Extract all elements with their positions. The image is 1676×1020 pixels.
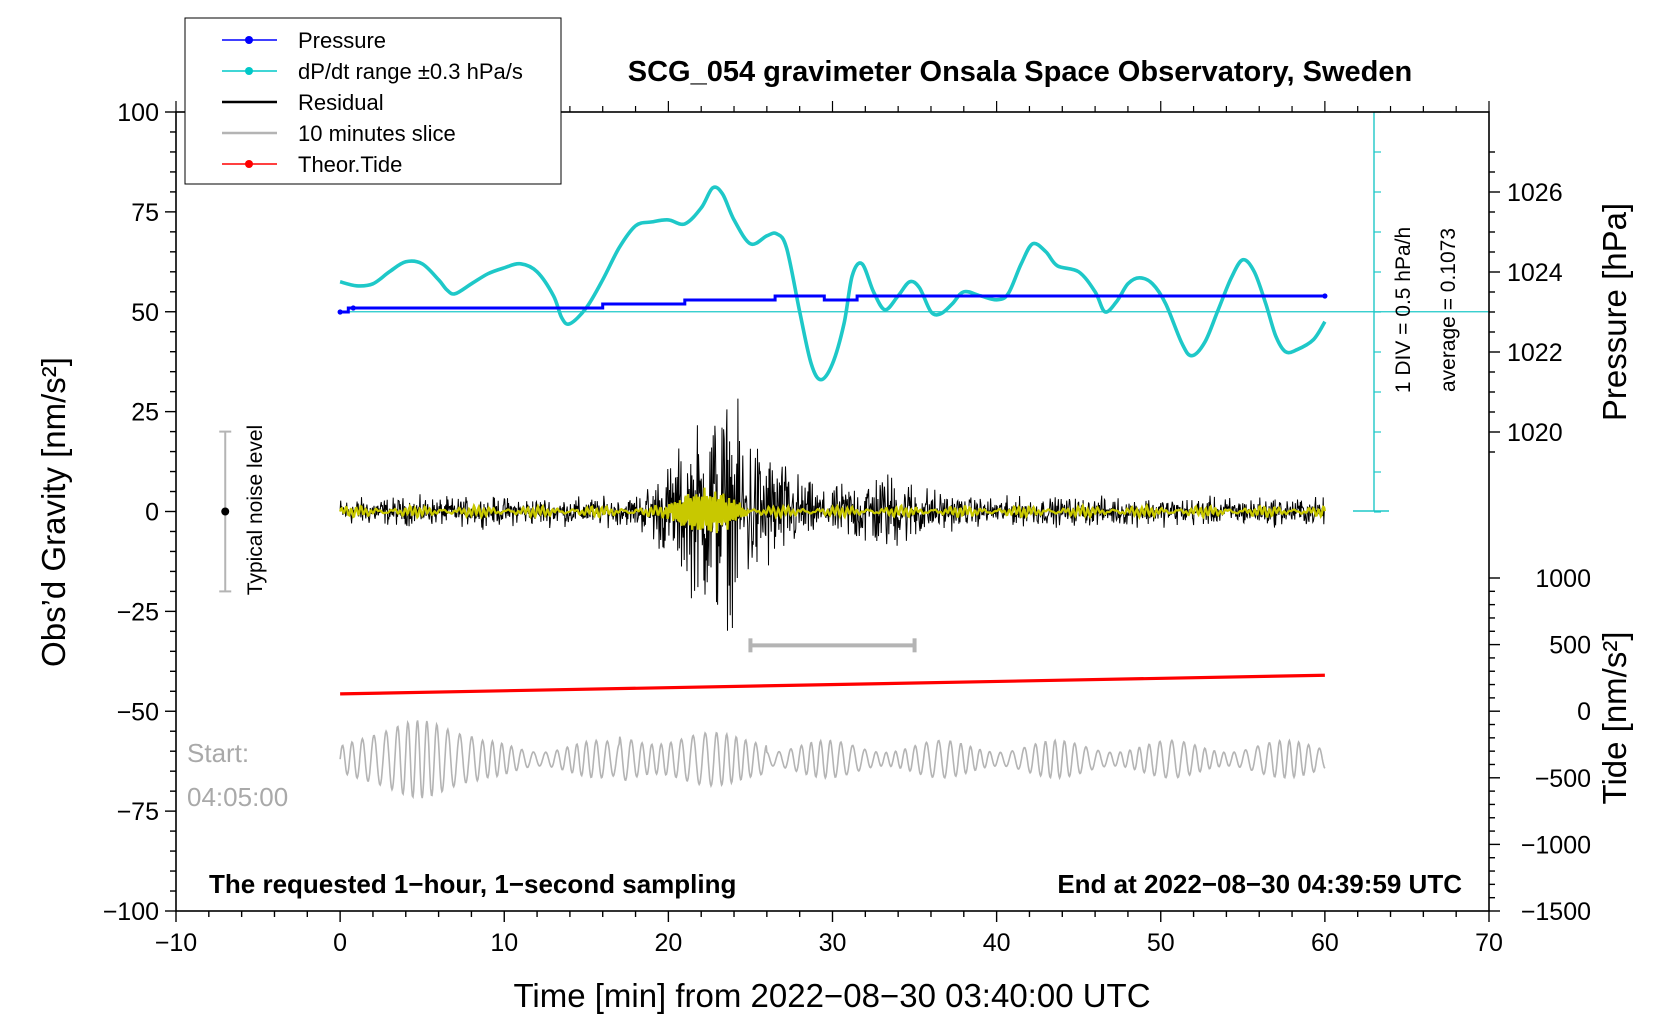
tide-tick-label: 500 bbox=[1549, 632, 1591, 660]
y-tick-label: 0 bbox=[145, 499, 159, 527]
y-tick-label: −25 bbox=[117, 598, 159, 626]
noise-bar-center bbox=[221, 507, 230, 516]
y-tick-label: 75 bbox=[131, 199, 159, 227]
legend-rows: Pressure dP/dt range ±0.3 hPa/s Residual 10… bbox=[222, 28, 523, 177]
filtered-residual-line bbox=[339, 487, 1326, 534]
chart-title: SCG_054 gravimeter Onsala Space Observat… bbox=[628, 56, 1412, 88]
tide-tick-label: 0 bbox=[1577, 698, 1591, 726]
y-tick-label: −100 bbox=[103, 898, 159, 926]
pressure-marker bbox=[337, 309, 343, 315]
pressure-line bbox=[340, 294, 1325, 314]
start-label: Start: bbox=[187, 738, 249, 768]
legend-marker bbox=[245, 67, 253, 75]
footer-right-note: End at 2022−08−30 04:39:59 UTC bbox=[1057, 869, 1462, 899]
legend-label: 10 minutes slice bbox=[298, 121, 456, 146]
y-axis-label-pressure: Pressure [hPa] bbox=[1596, 203, 1633, 421]
legend-label: Residual bbox=[298, 90, 384, 115]
pressure-marker bbox=[1322, 293, 1328, 299]
dpdt-div-label: 1 DIV = 0.5 hPa/h bbox=[1392, 227, 1415, 393]
y-tick-label: 100 bbox=[117, 99, 159, 127]
x-tick-label: 60 bbox=[1311, 929, 1339, 957]
pressure-tick-label: 1026 bbox=[1507, 179, 1563, 207]
x-tick-label: 50 bbox=[1147, 929, 1175, 957]
x-tick-label: 20 bbox=[654, 929, 682, 957]
tide-line bbox=[340, 673, 1325, 696]
x-tick-label: −10 bbox=[155, 929, 197, 957]
x-tick-label: 40 bbox=[983, 929, 1011, 957]
dpdt-average-label: average = 0.1073 bbox=[1437, 228, 1460, 392]
pressure-tick-label: 1024 bbox=[1507, 259, 1563, 287]
noise-level-label: Typical noise level bbox=[244, 425, 267, 595]
pressure-tick-label: 1022 bbox=[1507, 339, 1563, 367]
legend-label: dP/dt range ±0.3 hPa/s bbox=[298, 59, 523, 84]
ticks-layer: −10 0 10 20 30 40 50 60 701007550250−25−50−75−10… bbox=[103, 99, 1591, 957]
x-axis-label: Time [min] from 2022−08−30 03:40:00 UTC bbox=[513, 977, 1150, 1014]
pressure-marker bbox=[350, 305, 356, 311]
legend-label: Theor.Tide bbox=[298, 152, 402, 177]
tide-tick-label: −500 bbox=[1535, 765, 1591, 793]
pressure-tick-label: 1020 bbox=[1507, 419, 1563, 447]
plot-layer bbox=[219, 111, 1489, 800]
tide-tick-label: −1500 bbox=[1521, 898, 1591, 926]
slice-line bbox=[339, 719, 1326, 800]
y-tick-label: 50 bbox=[131, 299, 159, 327]
residual-line bbox=[339, 398, 1326, 631]
y-tick-label: −50 bbox=[117, 698, 159, 726]
footer-left-note: The requested 1−hour, 1−second sampling bbox=[209, 869, 736, 899]
tide-tick-label: 1000 bbox=[1535, 565, 1591, 593]
legend-marker bbox=[245, 36, 253, 44]
legend: Pressure dP/dt range ±0.3 hPa/s Residual 10… bbox=[184, 17, 562, 185]
y-tick-label: −75 bbox=[117, 798, 159, 826]
y-axis-label-gravity: Obs’d Gravity [nm/s²] bbox=[35, 357, 72, 667]
dpdt-curve bbox=[339, 185, 1327, 382]
start-time-label: 04:05:00 bbox=[187, 782, 288, 812]
tide-tick-label: −1000 bbox=[1521, 831, 1591, 859]
x-tick-label: 0 bbox=[333, 929, 347, 957]
x-tick-label: 70 bbox=[1475, 929, 1503, 957]
x-tick-label: 10 bbox=[490, 929, 518, 957]
x-tick-label: 30 bbox=[819, 929, 847, 957]
legend-marker bbox=[245, 160, 253, 168]
y-tick-label: 25 bbox=[131, 399, 159, 427]
legend-label: Pressure bbox=[298, 28, 386, 53]
y-axis-label-tide: Tide [nm/s²] bbox=[1596, 632, 1633, 805]
